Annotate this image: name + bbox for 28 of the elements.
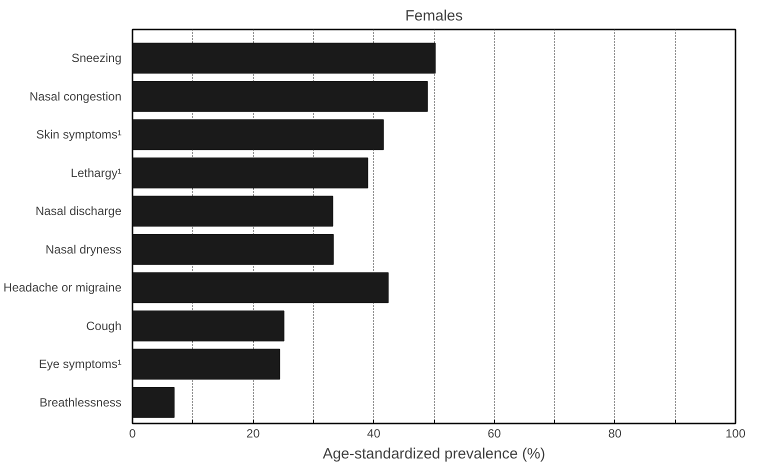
bar	[132, 42, 436, 74]
bar	[132, 234, 334, 265]
bar	[132, 196, 334, 227]
x-tick-label: 100	[725, 426, 746, 440]
y-tick-label: Sneezing	[71, 51, 122, 66]
y-tick-label: Nasal discharge	[35, 204, 122, 218]
x-tick-label: 0	[129, 426, 136, 440]
y-tick-label: Cough	[86, 318, 122, 333]
bar	[132, 310, 284, 342]
bar	[132, 158, 368, 188]
bar	[132, 119, 384, 150]
y-tick-label: Headache or migraine	[3, 280, 122, 295]
y-tick-label: Eye symptoms¹	[38, 357, 122, 372]
y-tick-label: Breathlessness	[39, 395, 122, 410]
y-tick-label: Skin symptoms¹	[36, 128, 122, 142]
x-tick-label: 80	[608, 426, 622, 440]
y-tick-label: Nasal dryness	[45, 242, 122, 256]
x-tick-label: 60	[488, 426, 502, 440]
x-tick-label: 40	[367, 426, 381, 440]
bar	[132, 348, 280, 380]
y-tick-label: Nasal congestion	[29, 89, 122, 104]
y-tick-label: Lethargy¹	[70, 166, 122, 180]
x-axis-title: Age-standardized prevalence (%)	[322, 446, 546, 462]
bar	[132, 81, 428, 112]
bar	[132, 272, 389, 304]
bar	[132, 387, 175, 418]
chart-title: Females	[405, 8, 463, 24]
x-tick-label: 20	[246, 426, 260, 440]
